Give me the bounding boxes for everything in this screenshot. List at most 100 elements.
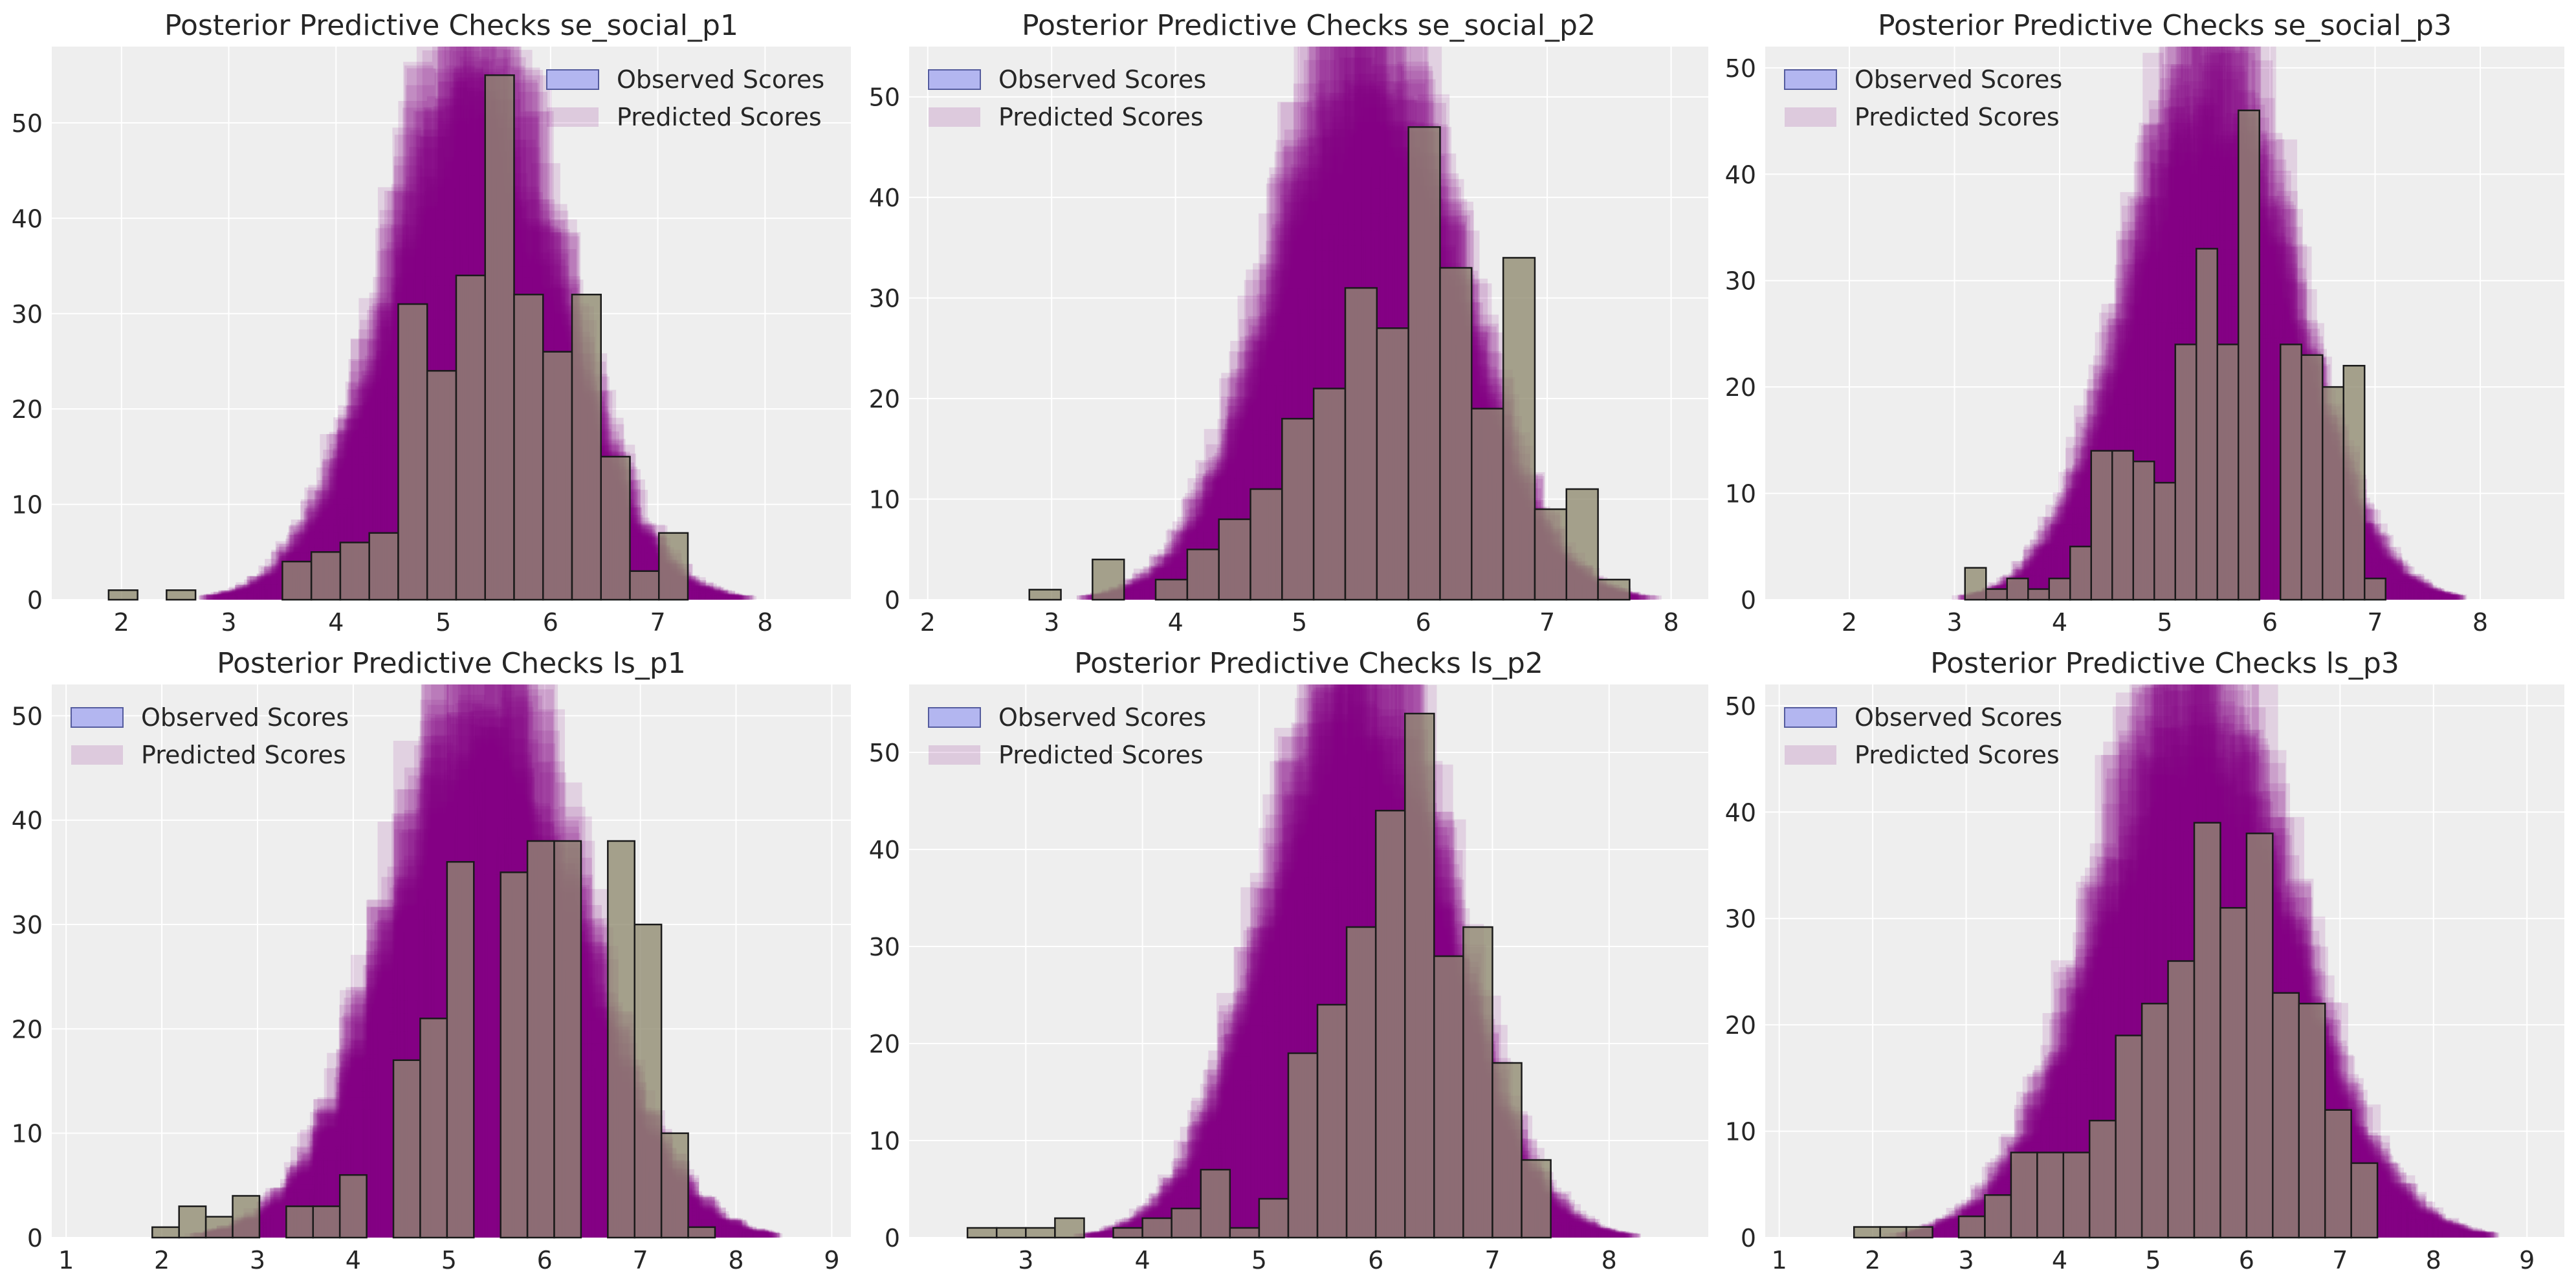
predicted-bar xyxy=(241,585,271,600)
predicted-bar xyxy=(2395,576,2416,600)
predicted-bar xyxy=(2391,582,2413,600)
predicted-bar xyxy=(2395,574,2416,600)
predicted-bar xyxy=(252,582,281,600)
predicted-bar xyxy=(257,1201,284,1238)
predicted-bar xyxy=(366,978,394,1238)
predicted-bar xyxy=(221,591,250,600)
predicted-bar xyxy=(250,582,280,600)
legend-label-predicted: Predicted Scores xyxy=(617,103,822,131)
predicted-bar xyxy=(729,1227,757,1238)
predicted-bar xyxy=(2445,595,2467,600)
predicted-bar xyxy=(2261,215,2283,600)
predicted-bar xyxy=(2442,593,2463,600)
predicted-bar xyxy=(2258,304,2280,600)
predicted-bar xyxy=(1125,585,1158,600)
predicted-bar xyxy=(746,1232,773,1238)
predicted-bar xyxy=(471,749,499,1238)
predicted-bar xyxy=(2408,589,2430,600)
predicted-bar xyxy=(2407,580,2428,600)
predicted-bar xyxy=(578,983,606,1238)
predicted-bar xyxy=(701,593,731,600)
predicted-bar xyxy=(232,590,261,600)
predicted-bar xyxy=(724,1227,751,1238)
predicted-bar xyxy=(199,595,228,600)
predicted-bar xyxy=(364,1055,391,1238)
predicted-bar xyxy=(260,1199,288,1238)
predicted-bar xyxy=(1616,595,1648,600)
predicted-bar xyxy=(251,584,280,600)
predicted-bar xyxy=(2391,579,2412,600)
y-tick-label: 20 xyxy=(12,395,43,424)
predicted-bar xyxy=(2401,579,2423,600)
predicted-bar xyxy=(201,595,231,600)
predicted-bar xyxy=(231,588,261,600)
observed-bar xyxy=(397,303,428,601)
predicted-bar xyxy=(2427,593,2448,600)
predicted-bar xyxy=(260,1207,287,1238)
predicted-bar xyxy=(745,1229,773,1238)
y-tick-label: 30 xyxy=(12,911,43,939)
predicted-bar xyxy=(719,1224,746,1238)
y-tick-label: 10 xyxy=(869,486,900,514)
predicted-bar xyxy=(1085,1233,1115,1238)
predicted-bar xyxy=(2395,576,2417,600)
predicted-bar xyxy=(221,593,250,600)
predicted-bar xyxy=(2412,584,2434,600)
predicted-bar xyxy=(2258,195,2280,600)
predicted-bar xyxy=(714,1227,742,1238)
observed-bar xyxy=(2174,344,2197,601)
predicted-bar xyxy=(750,1233,777,1238)
predicted-bar xyxy=(2384,576,2406,600)
predicted-bar xyxy=(747,1231,775,1238)
observed-bar xyxy=(426,369,457,601)
observed-bar xyxy=(571,294,602,601)
predicted-bar xyxy=(1121,587,1154,600)
y-tick-label: 40 xyxy=(12,807,43,835)
predicted-bar xyxy=(741,1230,768,1238)
predicted-bar xyxy=(2405,585,2427,600)
predicted-bar xyxy=(366,900,393,1238)
predicted-bar xyxy=(245,588,275,600)
predicted-bar xyxy=(205,595,235,600)
predicted-bar xyxy=(2403,584,2424,600)
predicted-bar xyxy=(698,591,727,600)
predicted-bar xyxy=(726,1229,754,1238)
legend-label-observed: Observed Scores xyxy=(141,703,349,732)
observed-bar xyxy=(368,532,399,601)
predicted-bar xyxy=(1629,595,1662,600)
predicted-bar xyxy=(714,593,743,600)
predicted-bar xyxy=(2428,593,2449,600)
predicted-bar xyxy=(580,889,608,1238)
predicted-bar xyxy=(247,576,276,600)
predicted-bar xyxy=(2399,585,2421,600)
predicted-bar xyxy=(1117,589,1150,600)
predicted-bar xyxy=(2439,594,2461,600)
predicted-bar xyxy=(714,595,744,600)
predicted-bar xyxy=(684,582,714,600)
predicted-bar xyxy=(251,582,280,600)
predicted-bar xyxy=(206,593,236,600)
predicted-bar xyxy=(690,589,720,600)
predicted-bar xyxy=(2400,573,2421,600)
predicted-bar xyxy=(367,955,395,1238)
chart-title: Posterior Predictive Checks se_social_p2 xyxy=(1022,9,1596,42)
predicted-bar xyxy=(207,595,236,600)
x-tick-label: 6 xyxy=(537,1246,553,1274)
predicted-bar xyxy=(369,941,397,1238)
predicted-bar xyxy=(364,965,391,1238)
predicted-bar xyxy=(712,1227,739,1238)
observed-bar xyxy=(151,1226,180,1239)
predicted-bar xyxy=(2386,561,2408,600)
predicted-bar xyxy=(2423,591,2445,600)
predicted-bar xyxy=(1121,585,1154,600)
observed-bar xyxy=(339,541,370,601)
predicted-bar xyxy=(2412,587,2434,600)
predicted-bar xyxy=(218,590,248,600)
predicted-bar xyxy=(1121,590,1154,600)
predicted-bar xyxy=(725,595,754,600)
observed-bar xyxy=(658,532,689,601)
predicted-bar xyxy=(721,1226,749,1238)
predicted-bar xyxy=(235,584,265,600)
predicted-bar xyxy=(2429,595,2451,600)
predicted-bar xyxy=(580,1044,608,1238)
